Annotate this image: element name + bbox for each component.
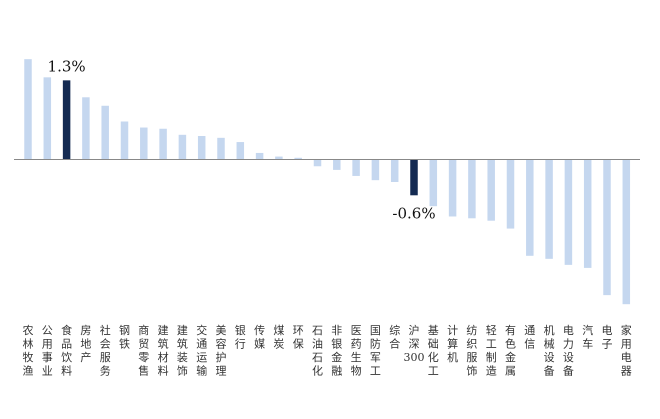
- category-label-18: 医药生物: [351, 324, 362, 378]
- category-labels-group: 农林牧渔公用事业食品饮料房地产社会服务钢铁商贸零售建筑材料建筑装饰交通运输美容护…: [23, 323, 632, 378]
- category-label-17: 非银金融: [331, 324, 342, 378]
- category-label-13: 传媒: [254, 324, 265, 351]
- bar-17: [333, 159, 341, 170]
- bar-5: [101, 105, 109, 159]
- category-label-26: 有色金属: [505, 323, 516, 378]
- bar-6: [120, 121, 129, 159]
- category-label-6: 钢铁: [119, 324, 130, 351]
- data-labels-group: 1.3% -0.6%: [48, 57, 436, 222]
- bar-16: [313, 159, 322, 167]
- bars-group: [24, 59, 631, 305]
- category-label-23: 计算机: [447, 324, 458, 364]
- bar-23: [448, 159, 457, 217]
- category-label-29: 电力设备: [563, 324, 574, 378]
- bar-14: [275, 156, 283, 159]
- category-label-5: 社会服务: [100, 323, 111, 378]
- category-label-15: 环保: [293, 324, 304, 351]
- bar-24: [468, 159, 476, 219]
- bar-9: [178, 134, 187, 159]
- bar-28: [545, 159, 553, 259]
- category-label-32: 家用电器: [621, 323, 632, 378]
- bar-31: [603, 159, 611, 296]
- category-label-21: 沪深 300: [404, 323, 425, 364]
- bar-27: [526, 159, 534, 256]
- bar-10: [197, 136, 206, 159]
- category-label-24: 纺织服饰: [466, 323, 477, 378]
- bar-21: [410, 159, 418, 196]
- category-label-20: 综合: [389, 323, 400, 351]
- bar-19: [371, 159, 380, 181]
- bar-25: [487, 159, 495, 221]
- category-label-3: 食品饮料: [61, 323, 72, 378]
- category-label-16: 石油石化: [312, 324, 323, 378]
- category-label-30: 汽车: [582, 323, 593, 351]
- bar-4: [82, 97, 90, 159]
- category-label-11: 美容护理: [216, 324, 227, 378]
- bar-11: [217, 137, 225, 159]
- category-label-12: 银行: [235, 323, 246, 351]
- category-label-14: 煤炭: [273, 324, 284, 351]
- bar-22: [429, 159, 438, 207]
- category-label-31: 电子: [602, 324, 613, 351]
- bar-26: [506, 159, 515, 229]
- bar-3: [62, 80, 71, 159]
- bar-32: [622, 159, 631, 305]
- bar-30: [583, 159, 592, 268]
- bar-18: [352, 159, 360, 176]
- data-label-1: 1.3%: [48, 57, 86, 75]
- bar-20: [390, 159, 399, 182]
- category-label-10: 交通运输: [196, 323, 207, 378]
- bar-8: [159, 128, 167, 159]
- category-label-8: 建筑材料: [158, 323, 169, 378]
- bar-2: [43, 77, 52, 159]
- bar-15: [294, 157, 302, 159]
- category-label-1: 农林牧渔: [23, 323, 34, 378]
- bar-7: [140, 127, 148, 159]
- category-label-9: 建筑装饰: [177, 323, 188, 378]
- category-label-2: 公用事业: [42, 324, 53, 378]
- category-label-27: 通信: [524, 324, 535, 351]
- category-label-7: 商贸零售: [138, 323, 149, 378]
- category-label-4: 房地产: [80, 324, 91, 364]
- category-label-28: 机械设备: [544, 323, 555, 378]
- category-label-22: 基础化工: [428, 324, 439, 378]
- category-label-25: 轻工制造: [486, 323, 497, 378]
- category-label-19: 国防军工: [370, 324, 381, 378]
- data-label-2: -0.6%: [392, 204, 435, 222]
- bar-12: [236, 142, 245, 159]
- bar-1: [24, 59, 32, 159]
- bar-29: [564, 159, 573, 265]
- bar-13: [255, 152, 264, 159]
